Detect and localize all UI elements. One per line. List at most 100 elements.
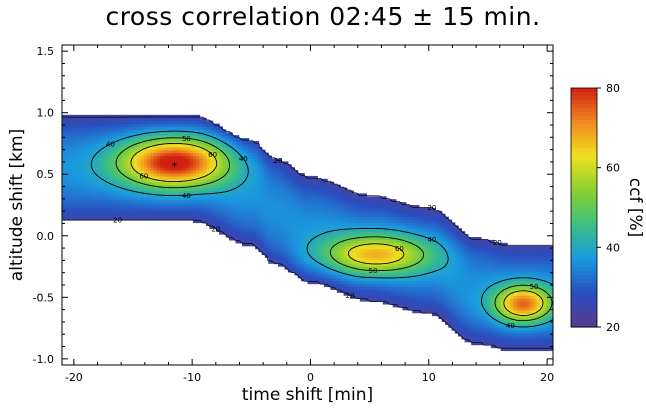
heatmap-cell xyxy=(408,283,413,288)
heatmap-cell xyxy=(111,164,115,168)
heatmap-cell xyxy=(343,251,348,256)
heatmap-cell xyxy=(202,213,207,218)
heatmap-cell xyxy=(317,207,322,212)
heatmap-cell xyxy=(284,167,289,171)
heatmap-cell xyxy=(444,306,449,311)
heatmap-cell xyxy=(294,231,299,235)
heatmap-cell xyxy=(215,213,220,218)
heatmap-cell xyxy=(98,158,102,162)
heatmap-cell xyxy=(202,181,207,186)
heatmap-cell xyxy=(441,301,446,305)
heatmap-cell xyxy=(474,286,479,290)
heatmap-cell xyxy=(130,205,135,209)
heatmap-cell xyxy=(209,167,214,171)
heatmap-cell xyxy=(166,117,171,122)
heatmap-cell xyxy=(438,295,443,299)
heatmap-cell xyxy=(173,184,178,189)
heatmap-cell xyxy=(117,202,122,206)
heatmap-cell xyxy=(274,237,279,241)
heatmap-cell xyxy=(242,178,246,183)
heatmap-cell xyxy=(507,312,512,317)
heatmap-cell xyxy=(71,114,76,119)
heatmap-cell xyxy=(120,216,125,221)
heatmap-cell xyxy=(382,271,387,276)
heatmap-cell xyxy=(271,254,276,258)
heatmap-cell xyxy=(405,277,410,282)
heatmap-cell xyxy=(264,222,269,226)
heatmap-cell xyxy=(323,266,328,270)
heatmap-cell xyxy=(160,143,165,148)
heatmap-cell xyxy=(402,301,407,305)
heatmap-cell xyxy=(186,202,191,206)
heatmap-cell xyxy=(179,216,184,221)
heatmap-cell xyxy=(471,274,476,279)
heatmap-cell xyxy=(150,199,155,203)
heatmap-cell xyxy=(255,239,259,244)
heatmap-cell xyxy=(163,167,168,171)
heatmap-cell xyxy=(389,295,394,299)
heatmap-cell xyxy=(376,295,381,299)
heatmap-cell xyxy=(183,138,187,142)
heatmap-cell xyxy=(503,263,508,267)
heatmap-cell xyxy=(215,167,220,171)
heatmap-cell xyxy=(183,132,187,136)
heatmap-cell xyxy=(124,120,129,125)
heatmap-cell xyxy=(284,251,289,256)
heatmap-cell xyxy=(294,271,299,276)
heatmap-cell xyxy=(107,187,112,192)
heatmap-cell xyxy=(467,286,472,290)
heatmap-cell xyxy=(71,181,76,186)
heatmap-cell xyxy=(507,248,512,253)
heatmap-cell xyxy=(330,207,335,212)
heatmap-cell xyxy=(507,344,512,349)
heatmap-cell xyxy=(134,187,138,192)
heatmap-cell xyxy=(507,263,512,267)
heatmap-cell xyxy=(160,123,165,128)
heatmap-cell xyxy=(192,141,197,145)
heatmap-cell xyxy=(274,202,279,206)
heatmap-cell xyxy=(245,178,250,183)
heatmap-cell xyxy=(179,213,184,218)
heatmap-cell xyxy=(474,254,479,258)
heatmap-cell xyxy=(255,170,259,174)
heatmap-cell xyxy=(160,141,165,145)
heatmap-cell xyxy=(75,187,79,192)
heatmap-cell xyxy=(464,263,469,267)
heatmap-cell xyxy=(245,141,250,145)
heatmap-cell xyxy=(438,222,443,226)
heatmap-cell xyxy=(425,245,430,250)
heatmap-cell xyxy=(179,123,184,128)
heatmap-cell xyxy=(264,187,269,192)
heatmap-cell xyxy=(78,152,83,157)
heatmap-cell xyxy=(153,158,158,162)
heatmap-cell xyxy=(297,274,302,279)
heatmap-cell xyxy=(147,146,151,151)
heatmap-cell xyxy=(412,271,417,276)
heatmap-cell xyxy=(215,132,220,136)
heatmap-cell xyxy=(232,143,237,148)
heatmap-cell xyxy=(422,266,426,270)
heatmap-cell xyxy=(235,155,240,160)
heatmap-cell xyxy=(395,263,400,267)
heatmap-cell xyxy=(408,301,413,305)
heatmap-cell xyxy=(261,161,266,165)
heatmap-cell xyxy=(255,225,259,229)
heatmap-cell xyxy=(415,251,420,256)
heatmap-cell xyxy=(372,234,377,238)
heatmap-cell xyxy=(101,117,106,122)
heatmap-cell xyxy=(376,277,381,282)
heatmap-cell xyxy=(209,155,214,160)
heatmap-cell xyxy=(477,260,482,264)
heatmap-cell xyxy=(497,335,502,340)
heatmap-cell xyxy=(500,263,505,267)
heatmap-cell xyxy=(314,219,318,224)
heatmap-cell xyxy=(153,178,158,183)
heatmap-cell xyxy=(477,269,482,273)
heatmap-cell xyxy=(111,193,115,197)
heatmap-cell xyxy=(84,114,89,119)
heatmap-cell xyxy=(284,205,289,209)
heatmap-cell xyxy=(225,143,230,148)
heatmap-cell xyxy=(297,178,302,183)
heatmap-cell xyxy=(271,193,276,197)
heatmap-cell xyxy=(134,213,138,218)
